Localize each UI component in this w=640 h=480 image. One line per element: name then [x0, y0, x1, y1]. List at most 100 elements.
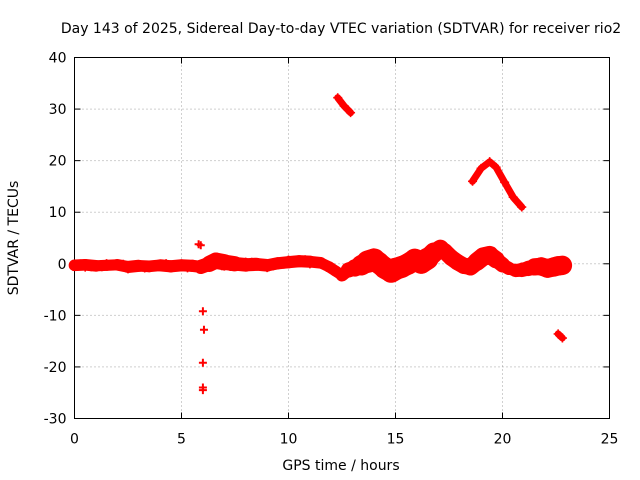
x-tick-label: 25 [601, 432, 619, 448]
chart-title: Day 143 of 2025, Sidereal Day-to-day VTE… [61, 21, 621, 37]
data-point [162, 259, 171, 268]
x-tick-label: 5 [177, 432, 186, 448]
data-point [196, 241, 205, 250]
series-sdtvar-main [68, 239, 573, 283]
data-point [134, 263, 143, 272]
y-tick-label: -10 [44, 308, 67, 324]
y-axis-label: SDTVAR / TECUs [6, 181, 22, 296]
data-point [140, 264, 149, 273]
data-point [491, 162, 501, 172]
y-tick-label: 30 [49, 102, 67, 118]
data-point [387, 263, 396, 272]
y-tick-label: 0 [58, 257, 67, 273]
x-tick-label: 15 [387, 432, 405, 448]
axis-ticks: 0 5 10 15 20 25 -30 -20 -10 0 10 20 30 40 [44, 51, 619, 448]
data-point [553, 329, 563, 339]
series-sdtvar-arc-high [333, 93, 356, 118]
data-point [279, 260, 288, 269]
y-tick-label: 10 [49, 205, 67, 221]
data-point [370, 251, 379, 260]
data-point [172, 262, 181, 271]
plot-frame [74, 57, 610, 419]
data-point [417, 260, 426, 269]
series-sdtvar-isolated [194, 240, 208, 395]
data-point [357, 265, 366, 274]
data-point [517, 202, 527, 212]
data-point [301, 255, 310, 264]
data-point [273, 259, 282, 268]
data-point [226, 262, 235, 271]
data-point [511, 265, 520, 274]
data-point [339, 101, 349, 111]
data-point [183, 264, 192, 273]
data-point [363, 252, 372, 261]
data-point [440, 242, 449, 251]
data-point [316, 259, 325, 268]
data-point [459, 261, 468, 270]
data-point [410, 262, 419, 271]
data-point [263, 264, 272, 273]
data-point [124, 265, 132, 274]
x-tick-label: 0 [70, 432, 79, 448]
data-point [391, 268, 400, 277]
data-point [554, 257, 563, 266]
data-point [453, 262, 462, 271]
data-point [447, 253, 456, 262]
y-tick-label: -30 [44, 412, 67, 428]
data-point [333, 93, 343, 103]
y-tick-label: -20 [44, 360, 67, 376]
series-sdtvar-arc-peak [468, 157, 527, 212]
data-point [476, 163, 486, 173]
data-point [346, 108, 356, 118]
data-point [188, 260, 197, 269]
data-point [97, 263, 106, 272]
data-point [211, 260, 220, 269]
data-point [151, 261, 160, 270]
data-point [295, 256, 304, 265]
data-point [325, 264, 334, 273]
data-point [231, 258, 239, 267]
data-point [177, 263, 186, 272]
x-tick-label: 10 [280, 432, 298, 448]
data-point [530, 266, 539, 275]
data-point [87, 263, 96, 272]
data-point [338, 269, 346, 278]
data-point [498, 262, 507, 271]
grid-lines [74, 57, 610, 419]
data-point [557, 333, 567, 343]
data-point [166, 264, 175, 273]
data-point [543, 260, 552, 269]
data-series [68, 93, 573, 395]
data-point [236, 261, 245, 270]
y-tick-label: 40 [49, 51, 67, 67]
data-point [549, 267, 558, 276]
data-point [199, 325, 208, 334]
data-point [198, 386, 207, 395]
x-tick-label: 20 [494, 432, 512, 448]
series-segment [548, 255, 573, 276]
y-tick-label: 20 [49, 154, 67, 170]
data-point [258, 259, 267, 268]
data-point [508, 192, 518, 202]
series-sdtvar-arc-low [553, 329, 567, 343]
data-point [70, 261, 79, 270]
data-point [468, 176, 478, 186]
data-point [91, 262, 100, 271]
data-point [76, 259, 85, 268]
data-point [252, 260, 261, 269]
data-point [331, 268, 340, 277]
data-point [436, 248, 445, 257]
data-point [269, 262, 278, 271]
data-point [119, 259, 128, 268]
data-point [198, 307, 207, 316]
data-point [479, 257, 488, 266]
data-point [247, 257, 256, 266]
data-point [485, 249, 494, 258]
data-point [485, 157, 495, 167]
data-point [198, 358, 207, 367]
data-point [380, 258, 389, 267]
data-point [492, 251, 501, 260]
data-point [500, 177, 510, 187]
x-axis-label: GPS time / hours [282, 458, 399, 474]
